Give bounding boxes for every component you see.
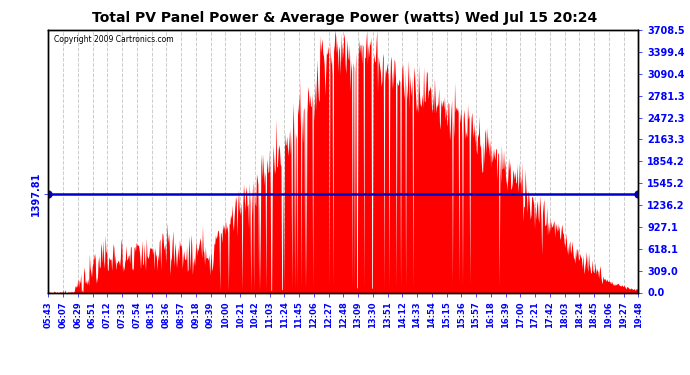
Text: Copyright 2009 Cartronics.com: Copyright 2009 Cartronics.com: [55, 35, 174, 44]
Text: Total PV Panel Power & Average Power (watts) Wed Jul 15 20:24: Total PV Panel Power & Average Power (wa…: [92, 11, 598, 25]
